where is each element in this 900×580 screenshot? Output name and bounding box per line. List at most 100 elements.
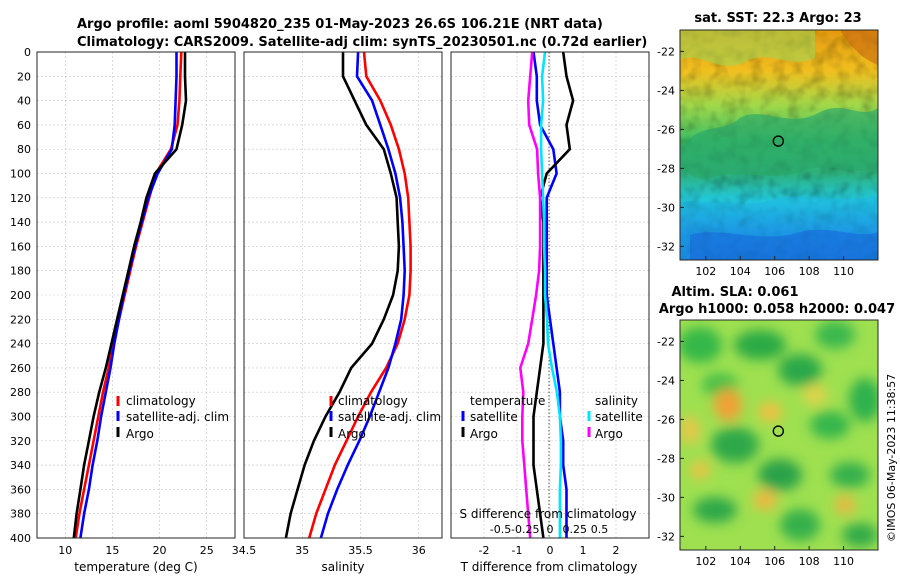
salinity-legend: climatology satellite-adj. clim Argo — [329, 394, 441, 441]
series-line-salinity-satellite — [539, 51, 563, 538]
sla-map-image — [680, 320, 878, 550]
legend-t-argo-label: Argo — [470, 427, 498, 441]
lat-tick-label: -28 — [657, 452, 675, 465]
temperature-tick-labels: 10 15 20 25 — [58, 544, 213, 557]
legend-argo-label: Argo — [338, 427, 366, 441]
depth-tick-label: 160 — [10, 240, 31, 253]
depth-tick-label: 220 — [10, 313, 31, 326]
depth-tick-label: 0 — [24, 46, 31, 59]
x-tick-label: -2 — [479, 544, 490, 557]
lat-tick-label: -30 — [657, 201, 675, 214]
lat-tick-label: -22 — [657, 45, 675, 58]
depth-tick-label: 140 — [10, 216, 31, 229]
depth-tick-label: 240 — [10, 338, 31, 351]
lon-tick-label: 104 — [730, 265, 751, 278]
x-tick-label: 20 — [153, 544, 167, 557]
t-difference-tick-labels: -2 -1 0 1 2 — [479, 544, 620, 557]
depth-tick-label: 360 — [10, 483, 31, 496]
depth-tick-label: 40 — [17, 95, 31, 108]
series-line-temperature-argo — [532, 51, 575, 539]
argo-location-marker — [772, 135, 785, 147]
sst-map-lat-ticks: -22 -24 -26 -28 -30 -32 — [657, 45, 684, 253]
depth-tick-label: 80 — [17, 143, 31, 156]
title-line-2: Climatology: CARS2009. Satellite-adj cli… — [77, 35, 647, 50]
lon-tick-label: 108 — [799, 265, 820, 278]
x-tick-label: 36 — [412, 544, 426, 557]
s-difference-tick-labels: -0.5 -0.25 0 0.25 0.5 — [490, 523, 608, 536]
difference-panel: -2 -1 0 1 2 -0.5 -0.25 0 0.25 0.5 S difference f… — [450, 51, 650, 574]
s-tick-label: 0.5 — [591, 523, 609, 536]
depth-tick-label: 20 — [17, 70, 31, 83]
legend-satellite-label: satellite-adj. clim — [126, 410, 229, 424]
s-tick-label: 0 — [547, 523, 554, 536]
lat-tick-label: -30 — [657, 491, 675, 504]
lon-tick-label: 108 — [799, 555, 820, 568]
x-tick-label: 15 — [105, 544, 119, 557]
sla-map-frame — [679, 319, 879, 551]
salinity-axes-frame — [243, 51, 443, 539]
s-tick-label: -0.5 — [490, 523, 511, 536]
lon-tick-label: 102 — [695, 265, 716, 278]
lon-tick-label: 106 — [764, 265, 785, 278]
legend-temperature-title: temperature — [470, 394, 545, 408]
x-tick-label: 25 — [200, 544, 214, 557]
difference-axes-frame — [450, 51, 650, 539]
depth-tick-label: 280 — [10, 386, 31, 399]
sst-map-title: sat. SST: 22.3 Argo: 23 — [694, 11, 861, 26]
sst-map-lon-ticks: 102 104 106 108 110 — [695, 256, 854, 278]
difference-series — [519, 51, 575, 539]
salinity-tick-labels: 34.5 35 35.5 36 — [232, 544, 426, 557]
sst-map-frame — [679, 29, 879, 261]
x-tick-label: 0 — [547, 544, 554, 557]
depth-tick-label: 320 — [10, 435, 31, 448]
depth-tick-label: 400 — [10, 532, 31, 545]
temperature-legend: climatology satellite-adj. clim Argo — [116, 394, 229, 441]
lat-tick-label: -24 — [657, 84, 675, 97]
lon-tick-label: 110 — [833, 265, 854, 278]
legend-salinity-title: salinity — [595, 394, 638, 408]
sst-map-image — [680, 30, 878, 260]
lat-tick-label: -32 — [657, 240, 675, 253]
salinity-grid — [243, 51, 442, 539]
lon-tick-label: 106 — [764, 555, 785, 568]
lat-tick-label: -32 — [657, 530, 675, 543]
temperature-xlabel: temperature (deg C) — [74, 560, 197, 574]
x-tick-label: 2 — [613, 544, 620, 557]
x-tick-label: 1 — [580, 544, 587, 557]
salinity-panel: 34.5 35 35.5 36 salinity climatology satell… — [232, 51, 443, 574]
lon-tick-label: 110 — [833, 555, 854, 568]
series-line-temperature-satellite — [532, 51, 568, 538]
x-tick-label: 35.5 — [348, 544, 373, 557]
depth-tick-label: 200 — [10, 289, 31, 302]
temperature-panel: 0 20 40 60 80 100 120 140 160 180 200 220 240 260 280 3… — [10, 46, 236, 574]
series-line-satellite-adj-clim — [319, 51, 406, 539]
series-line-argo — [284, 52, 401, 539]
sla-map-subtitle: Argo h1000: 0.058 h2000: 0.047 — [659, 302, 895, 317]
depth-tick-labels: 0 20 40 60 80 100 120 140 160 180 200 220 240 260 280 3… — [10, 46, 31, 545]
t-difference-xlabel: T difference from climatology — [460, 560, 638, 574]
lat-tick-label: -24 — [657, 374, 675, 387]
depth-tick-label: 180 — [10, 265, 31, 278]
depth-tick-label: 100 — [10, 168, 31, 181]
depth-tick-label: 60 — [17, 119, 31, 132]
legend-climatology-label: climatology — [338, 394, 408, 408]
lat-tick-label: -22 — [657, 335, 675, 348]
x-tick-label: 35 — [295, 544, 309, 557]
lat-tick-label: -26 — [657, 123, 675, 136]
title-line-1: Argo profile: aoml 5904820_235 01-May-20… — [77, 17, 603, 32]
sla-map-title: Altim. SLA: 0.061 — [672, 285, 799, 300]
lon-tick-label: 104 — [730, 555, 751, 568]
legend-satellite-label: satellite-adj. clim — [338, 410, 441, 424]
series-line-climatology — [307, 51, 412, 539]
depth-tick-label: 120 — [10, 192, 31, 205]
series-line-argo — [72, 52, 188, 539]
legend-s-argo-label: Argo — [595, 427, 623, 441]
x-tick-label: 34.5 — [232, 544, 257, 557]
sla-map-lat-ticks: -22 -24 -26 -28 -30 -32 — [657, 335, 684, 543]
legend-climatology-label: climatology — [126, 394, 196, 408]
series-line-salinity-argo — [519, 51, 542, 539]
salinity-series — [284, 51, 412, 539]
sla-map-lon-ticks: 102 104 106 108 110 — [695, 546, 854, 568]
depth-tick-label: 380 — [10, 508, 31, 521]
